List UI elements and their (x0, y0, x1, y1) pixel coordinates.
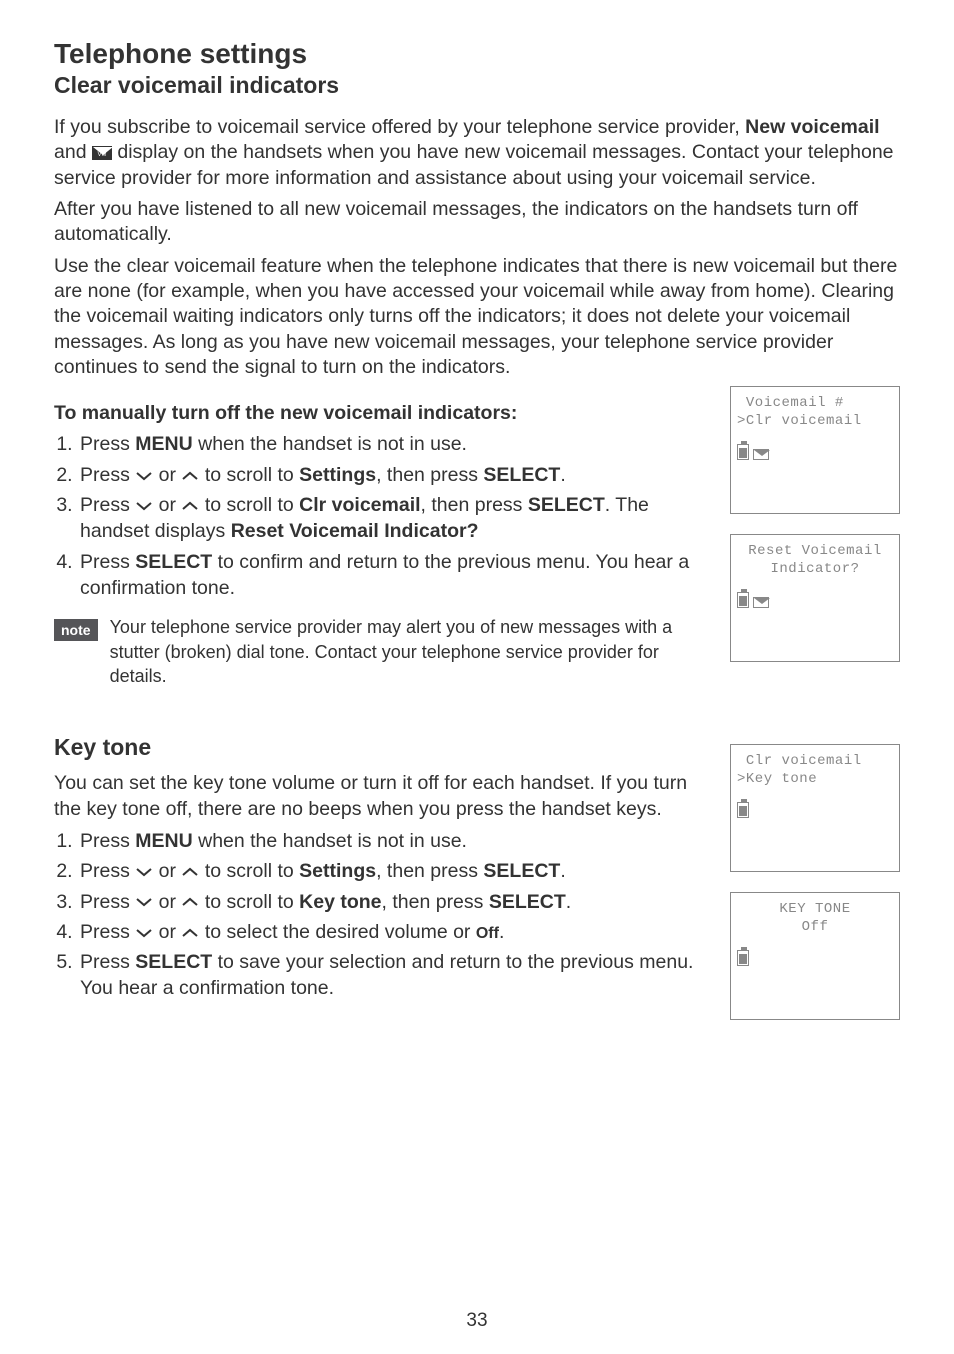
list-item: Press or to scroll to Clr voicemail, the… (78, 492, 710, 545)
screen-line: Reset Voicemail (737, 543, 893, 561)
handset-screen-4: KEY TONE Off (730, 892, 900, 1020)
chevron-up-icon (181, 471, 199, 481)
screen-line: KEY TONE (737, 901, 893, 919)
intro-paragraph-1: If you subscribe to voicemail service of… (54, 115, 900, 191)
chevron-down-icon (135, 501, 153, 511)
chevron-down-icon (135, 928, 153, 938)
instruction-list-2: Press MENU when the handset is not in us… (54, 828, 710, 1002)
screen-line: Voicemail # (737, 395, 893, 413)
list-item: Press or to scroll to Key tone, then pre… (78, 889, 710, 915)
instruction-heading: To manually turn off the new voicemail i… (54, 402, 710, 425)
screen-line: Off (737, 919, 893, 937)
chevron-up-icon (181, 501, 199, 511)
handset-screen-1: Voicemail # >Clr voicemail (730, 386, 900, 514)
keytone-intro: You can set the key tone volume or turn … (54, 771, 710, 822)
chevron-up-icon (181, 928, 199, 938)
section-subtitle: Clear voicemail indicators (54, 72, 900, 99)
battery-icon (737, 802, 749, 818)
intro-paragraph-3: Use the clear voicemail feature when the… (54, 254, 900, 381)
handset-screen-2: Reset Voicemail Indicator? (730, 534, 900, 662)
chevron-up-icon (181, 867, 199, 877)
note-badge: note (54, 619, 98, 641)
chevron-down-icon (135, 867, 153, 877)
chevron-up-icon (181, 897, 199, 907)
note-text: Your telephone service provider may aler… (110, 615, 710, 688)
chevron-down-icon (135, 471, 153, 481)
battery-icon (737, 950, 749, 966)
battery-icon (737, 592, 749, 608)
list-item: Press SELECT to save your selection and … (78, 949, 710, 1002)
instruction-list-1: Press MENU when the handset is not in us… (54, 431, 710, 601)
manual-page: Telephone settings Clear voicemail indic… (0, 0, 954, 1354)
page-title: Telephone settings (54, 38, 900, 70)
voicemail-icon (92, 146, 112, 160)
list-item: Press MENU when the handset is not in us… (78, 828, 710, 854)
section-heading-keytone: Key tone (54, 734, 710, 761)
list-item: Press or to select the desired volume or… (78, 919, 710, 945)
list-item: Press SELECT to confirm and return to th… (78, 549, 710, 602)
list-item: Press or to scroll to Settings, then pre… (78, 462, 710, 488)
screen-line: Clr voicemail (737, 753, 893, 771)
envelope-icon (753, 597, 769, 608)
intro-paragraph-2: After you have listened to all new voice… (54, 197, 900, 248)
list-item: Press or to scroll to Settings, then pre… (78, 858, 710, 884)
chevron-down-icon (135, 897, 153, 907)
screen-line: Indicator? (737, 561, 893, 579)
page-number: 33 (0, 1310, 954, 1332)
screen-line: >Key tone (737, 771, 893, 789)
handset-screen-3: Clr voicemail >Key tone (730, 744, 900, 872)
note-block: note Your telephone service provider may… (54, 615, 710, 688)
list-item: Press MENU when the handset is not in us… (78, 431, 710, 457)
envelope-icon (753, 449, 769, 460)
screen-line: >Clr voicemail (737, 413, 893, 431)
battery-icon (737, 444, 749, 460)
